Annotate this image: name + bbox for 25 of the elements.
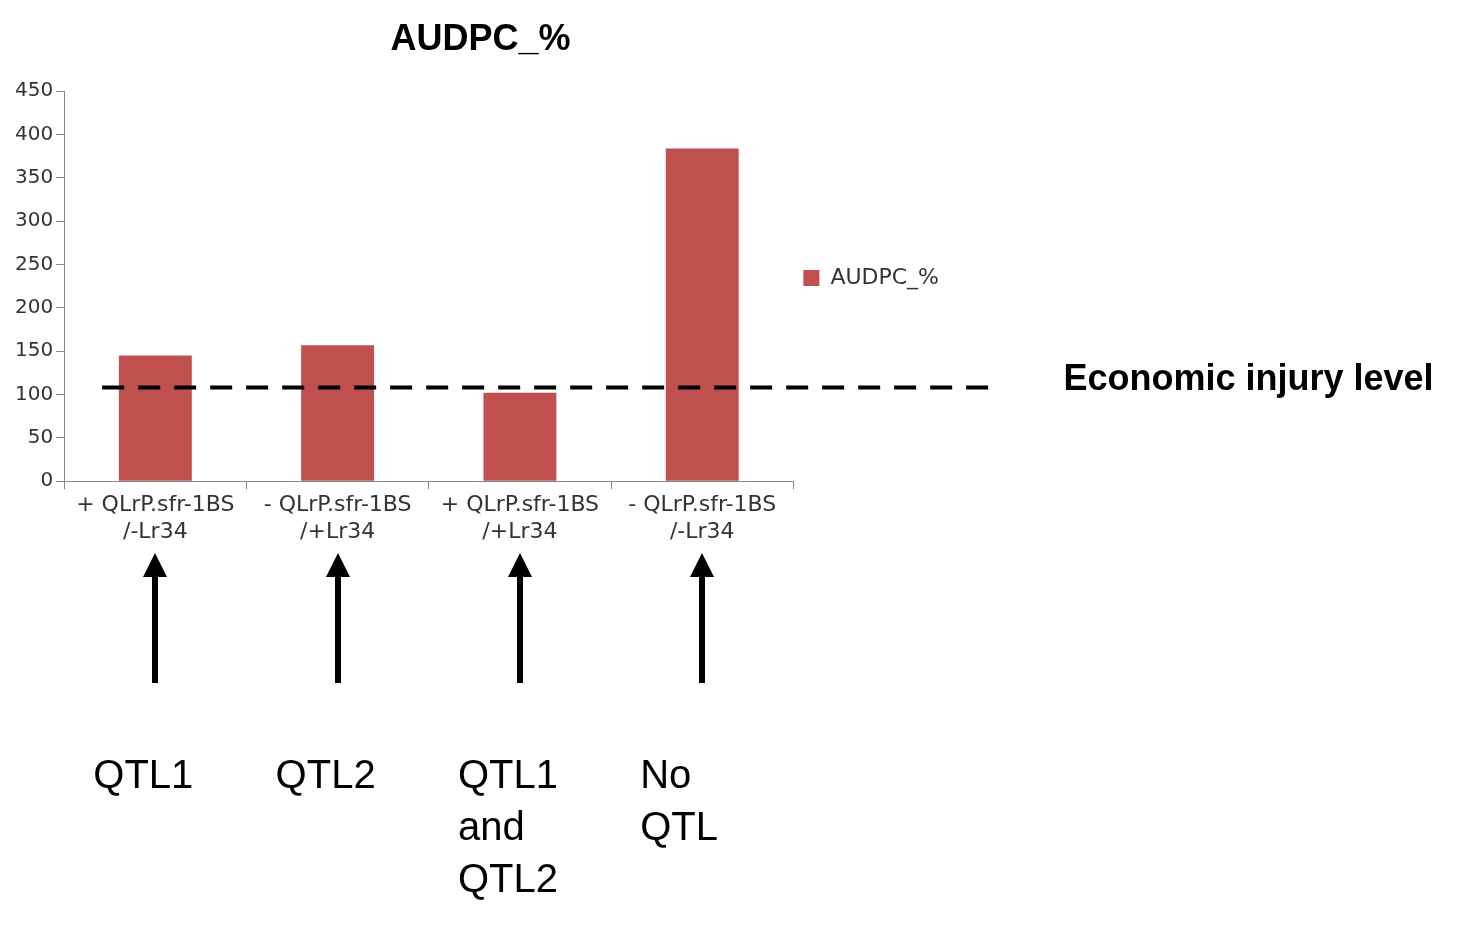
y-tick-label: 100: [14, 380, 54, 405]
y-tick-label: 400: [14, 120, 54, 145]
chart-title: AUDPC_%: [390, 16, 571, 58]
x-tick-label: + QLrP.sfr-1BS /+Lr34: [440, 491, 600, 543]
y-tick-label: 450: [14, 77, 54, 102]
y-tick-label: 300: [14, 207, 54, 232]
y-tick-label: 200: [14, 294, 54, 319]
legend-label: AUDPC_%: [830, 263, 939, 290]
text: QTL1 and QTL2: [457, 751, 559, 902]
bar: [665, 148, 739, 481]
y-tick-label: 350: [14, 164, 54, 189]
text: No QTL: [640, 751, 719, 850]
y-tick-label: 250: [14, 250, 54, 275]
text: QTL2: [275, 751, 377, 798]
bar: [118, 355, 192, 481]
bar: [301, 345, 375, 481]
y-tick-label: 150: [14, 337, 54, 362]
x-tick-label: - QLrP.sfr-1BS /+Lr34: [263, 491, 412, 543]
text: QTL1: [93, 751, 195, 798]
y-tick-label: 0: [40, 467, 54, 492]
bar: [483, 392, 557, 481]
x-tick-label: + QLrP.sfr-1BS /-Lr34: [76, 491, 235, 543]
ref-line-label: Economic injury level: [1063, 356, 1434, 398]
y-tick-label: 50: [27, 424, 54, 449]
x-tick-label: - QLrP.sfr-1BS /-Lr34: [628, 491, 777, 543]
